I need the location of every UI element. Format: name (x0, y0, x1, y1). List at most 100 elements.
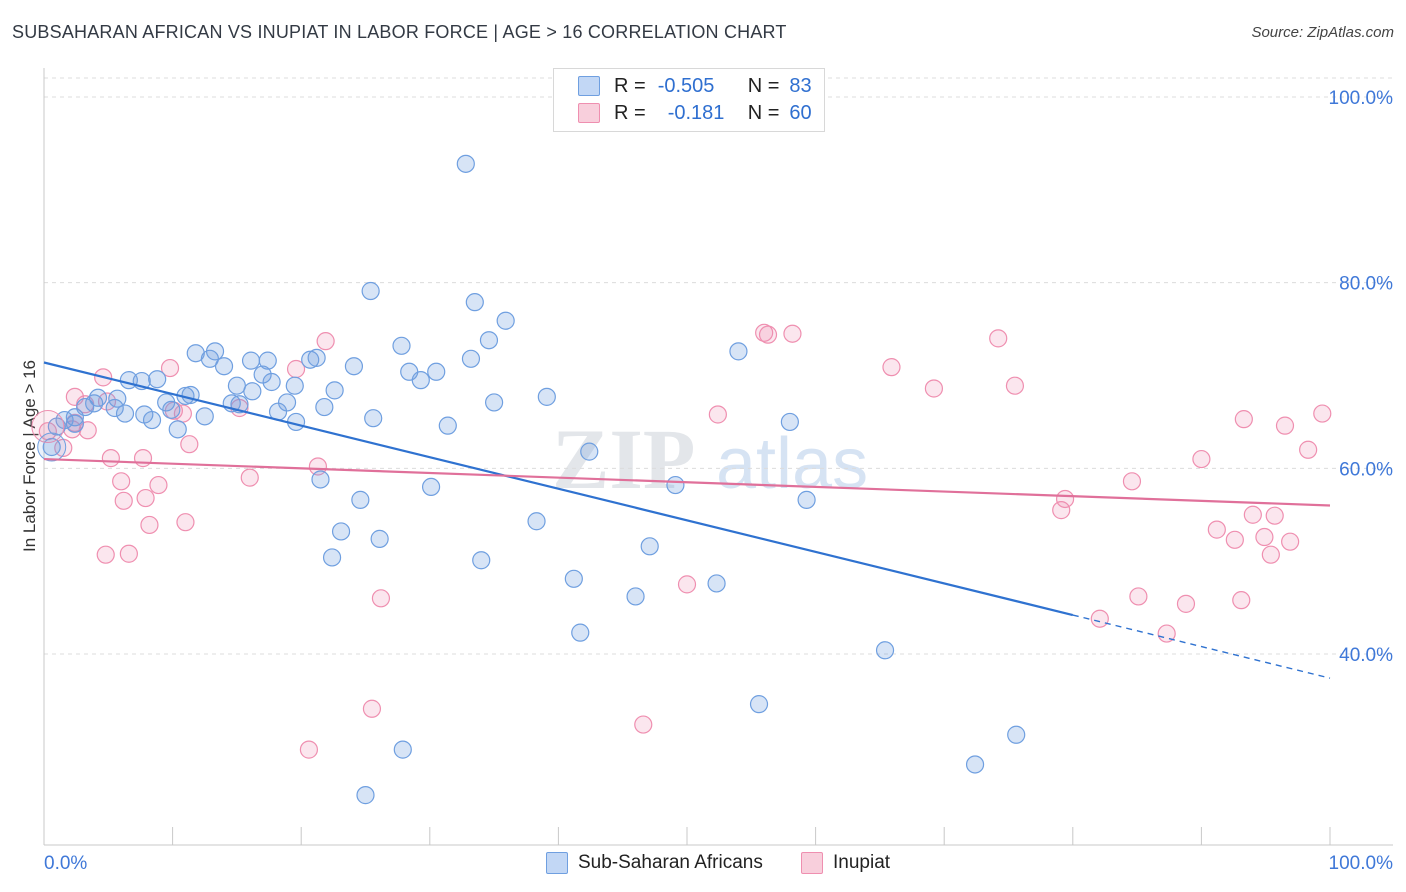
point-inupiat (101, 449, 120, 468)
point-inupiat (1192, 449, 1211, 469)
point-subsaharan-cluster (37, 432, 67, 462)
point-subsaharan (105, 398, 124, 418)
point-subsaharan (162, 400, 181, 419)
point-inupiat (119, 544, 138, 563)
point-inupiat (1052, 501, 1071, 520)
point-inupiat (1255, 527, 1274, 547)
y-tick-label: 100.0% (1329, 88, 1394, 109)
point-subsaharan (411, 371, 430, 390)
point-subsaharan (666, 475, 685, 495)
point-subsaharan (564, 569, 583, 588)
bottom-legend-subsaharan: Sub-Saharan Africans (546, 852, 763, 874)
point-subsaharan (438, 416, 457, 435)
legend-n-value: 60 (789, 101, 812, 124)
point-subsaharan (315, 397, 334, 417)
point-subsaharan (749, 695, 769, 714)
legend-n-label: N = (747, 74, 780, 97)
point-inupiat (240, 468, 259, 487)
point-subsaharan (356, 786, 375, 805)
point-inupiat (783, 324, 802, 343)
point-subsaharan (537, 387, 556, 406)
point-subsaharan (258, 351, 277, 370)
point-inupiat (140, 515, 159, 535)
point-subsaharan (729, 342, 748, 361)
point-inupiat (114, 491, 133, 510)
point-subsaharan (227, 376, 246, 395)
point-subsaharan (797, 490, 816, 509)
x-tick-label: 0.0% (44, 853, 87, 874)
correlation-legend: R = -0.505 N = 83 R = -0.181 N = 60 (553, 68, 825, 132)
point-inupiat (708, 405, 727, 424)
point-subsaharan (707, 574, 726, 593)
point-subsaharan (456, 154, 475, 173)
point-subsaharan (780, 412, 799, 432)
point-subsaharan (640, 537, 659, 556)
point-subsaharan (571, 623, 590, 642)
point-subsaharan (195, 407, 214, 426)
point-subsaharan (301, 350, 320, 369)
point-inupiat (112, 472, 131, 491)
point-subsaharan (142, 410, 162, 430)
point-inupiat (924, 379, 944, 398)
point-inupiat (160, 358, 180, 378)
point-subsaharan (465, 293, 484, 312)
point-subsaharan (344, 357, 364, 376)
point-subsaharan (311, 470, 330, 489)
point-inupiat (1207, 520, 1226, 539)
legend-n-label: N = (747, 101, 780, 124)
legend-row-inupiat: R = -0.181 N = 60 (578, 100, 812, 126)
legend-r-value: -0.181 (667, 101, 725, 124)
point-subsaharan (527, 512, 546, 531)
point-inupiat (1005, 376, 1025, 395)
point-inupiat (316, 332, 335, 351)
bottom-legend-label: Sub-Saharan Africans (578, 852, 763, 873)
point-subsaharan (277, 393, 297, 412)
point-inupiat (1055, 489, 1075, 509)
point-inupiat (758, 325, 778, 344)
point-subsaharan (421, 477, 441, 496)
point-inupiat (362, 699, 382, 718)
point-subsaharan (370, 529, 389, 548)
watermark-zip: ZIP (552, 411, 695, 507)
watermark-atlas: atlas (716, 424, 868, 504)
point-inupiat (1243, 505, 1262, 524)
point-subsaharan (351, 490, 370, 509)
point-subsaharan (364, 409, 383, 428)
y-tick-label: 40.0% (1339, 645, 1393, 666)
point-subsaharan (361, 281, 380, 301)
point-subsaharan (205, 342, 225, 361)
point-subsaharan (331, 522, 351, 541)
x-tick-label: 100.0% (1329, 853, 1394, 874)
point-subsaharan (307, 348, 326, 367)
point-inupiat (1225, 530, 1244, 549)
point-subsaharan (65, 414, 84, 433)
trendline-subsaharan (43, 361, 1074, 617)
point-inupiat (1275, 416, 1295, 435)
point-subsaharan (88, 388, 108, 407)
legend-row-subsaharan: R = -0.505 N = 83 (578, 73, 812, 99)
legend-r-value: -0.505 (657, 74, 715, 97)
point-subsaharan (875, 641, 895, 660)
point-subsaharan (243, 382, 262, 401)
trendline-subsaharan-extension (1072, 614, 1331, 679)
bottom-legend-inupiat: Inupiat (801, 852, 890, 874)
point-inupiat (133, 449, 153, 468)
point-subsaharan (325, 381, 344, 400)
point-inupiat-cluster (31, 410, 65, 444)
legend-swatch-pink (578, 103, 600, 123)
point-inupiat (149, 475, 168, 495)
source-label: Source: ZipAtlas.com (1251, 24, 1394, 41)
trendline-inupiat (43, 457, 1331, 507)
point-subsaharan (496, 311, 515, 330)
point-subsaharan (262, 372, 281, 392)
legend-n-value: 83 (789, 74, 812, 97)
point-subsaharan (322, 548, 342, 567)
point-subsaharan (472, 551, 491, 570)
point-subsaharan (285, 376, 304, 395)
legend-r-label: R = (614, 74, 646, 97)
point-inupiat (677, 575, 697, 594)
point-inupiat (1090, 609, 1109, 628)
point-inupiat (1281, 532, 1300, 551)
point-inupiat (1299, 440, 1318, 459)
